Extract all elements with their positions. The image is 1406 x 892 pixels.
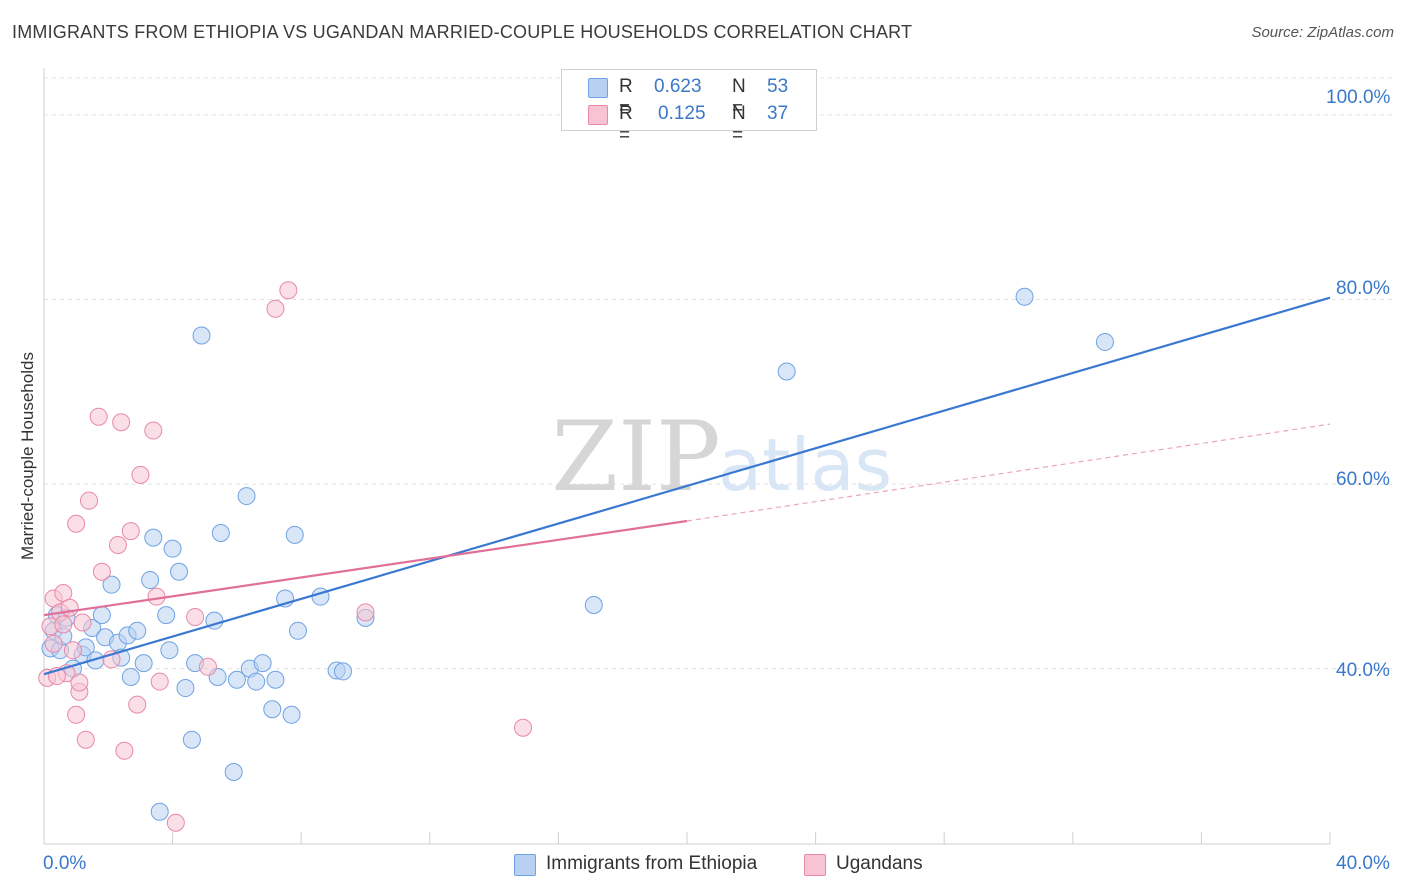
ethiopia-point — [247, 672, 266, 691]
ethiopia-point — [150, 802, 169, 821]
gridlines — [44, 77, 1392, 670]
legend-swatch-blue — [514, 854, 536, 876]
y-axis-label: Married-couple Households — [18, 352, 37, 560]
ethiopia-point — [777, 362, 796, 381]
ugandan-point — [70, 673, 89, 692]
n-label: N = — [732, 76, 746, 119]
y-tick-label: 60.0% — [1336, 469, 1390, 490]
ethiopia-point — [157, 606, 176, 625]
ugandan-point — [128, 695, 147, 714]
stats-legend: R = 0.623 N = 53 R = 0.125 N = 37 — [561, 69, 817, 146]
ugandan-point — [60, 598, 79, 617]
ethiopia-trend-line — [43, 296, 1331, 676]
y-tick-label: 100.0% — [1326, 87, 1391, 108]
r-label: R = — [619, 103, 633, 146]
source-credit: Source: ZipAtlas.com — [1251, 24, 1394, 41]
watermark-zip: ZIP — [551, 401, 720, 513]
ugandan-point — [80, 491, 99, 510]
ugandan-point — [356, 603, 375, 622]
ethiopia-point — [1095, 332, 1114, 351]
ethiopia-point — [282, 705, 301, 724]
ethiopia-point — [92, 606, 111, 625]
r-value: 0.623 — [654, 76, 702, 97]
n-value: 37 — [767, 103, 789, 124]
axes — [43, 68, 1331, 845]
ugandan-point — [198, 657, 217, 676]
ugandan-point — [166, 813, 185, 832]
ugandan-point — [147, 587, 166, 606]
n-label: N = — [732, 103, 746, 146]
ethiopia-point — [102, 575, 121, 594]
ugandan-point — [150, 672, 169, 691]
legend-swatch-pink — [588, 105, 608, 125]
ethiopia-point — [144, 528, 163, 547]
y-tick-label: 40.0% — [1336, 660, 1390, 681]
ugandan-point — [73, 613, 92, 632]
watermark-atlas: atlas — [718, 423, 892, 507]
ugandan-point — [54, 615, 73, 634]
ugandan-point — [112, 413, 131, 432]
ugandan-point — [63, 641, 82, 660]
ethiopia-point — [253, 654, 272, 673]
ethiopia-point — [134, 654, 153, 673]
ethiopia-point — [121, 667, 140, 686]
ugandan-point — [67, 514, 86, 533]
ethiopia-point — [163, 539, 182, 558]
ethiopia-point — [170, 562, 189, 581]
ugandan-point — [92, 562, 111, 581]
ugandan-point — [279, 281, 298, 300]
ethiopia-point — [176, 679, 195, 698]
ethiopia-point — [224, 763, 243, 782]
ugandan-point — [76, 730, 95, 749]
ugandan-trend-extension — [686, 423, 1331, 522]
r-label: R = — [619, 76, 633, 119]
ugandan-points — [38, 281, 533, 832]
ugandan-point — [108, 535, 127, 554]
r-value: 0.125 — [658, 103, 706, 124]
ugandan-point — [89, 407, 108, 426]
ethiopia-point — [182, 730, 201, 749]
ethiopia-point — [160, 641, 179, 660]
ugandan-point — [144, 421, 163, 440]
y-tick-label: 80.0% — [1336, 278, 1390, 299]
ugandan-point — [186, 607, 205, 626]
ethiopia-point — [237, 487, 256, 506]
ethiopia-point — [128, 621, 147, 640]
ugandan-point — [131, 465, 150, 484]
ethiopia-point — [266, 670, 285, 689]
ethiopia-point — [263, 700, 282, 719]
trend-lines — [43, 296, 1331, 676]
ugandan-point — [44, 634, 63, 653]
ugandan-trend-line — [43, 519, 688, 617]
ethiopia-point — [333, 662, 352, 681]
legend-swatch-pink — [804, 854, 826, 876]
ethiopia-points — [41, 287, 1114, 821]
x-tick-label: 0.0% — [43, 853, 87, 874]
ethiopia-point — [288, 621, 307, 640]
ugandan-point — [121, 522, 140, 541]
ugandan-point — [67, 705, 86, 724]
ethiopia-point — [227, 670, 246, 689]
legend-swatch-blue — [588, 78, 608, 98]
ethiopia-point — [211, 523, 230, 542]
chart-title: IMMIGRANTS FROM ETHIOPIA VS UGANDAN MARR… — [12, 22, 913, 42]
x-tick-label: 40.0% — [1336, 853, 1390, 874]
legend-label: Immigrants from Ethiopia — [546, 853, 758, 874]
ethiopia-point — [584, 595, 603, 614]
ethiopia-point — [141, 571, 160, 590]
ugandan-point — [115, 741, 134, 760]
ugandan-point — [514, 718, 533, 737]
ethiopia-point — [1015, 287, 1034, 306]
n-value: 53 — [767, 76, 789, 97]
legend-label: Ugandans — [836, 853, 923, 874]
ugandan-point — [266, 299, 285, 318]
ethiopia-point — [285, 525, 304, 544]
ethiopia-point — [192, 326, 211, 345]
